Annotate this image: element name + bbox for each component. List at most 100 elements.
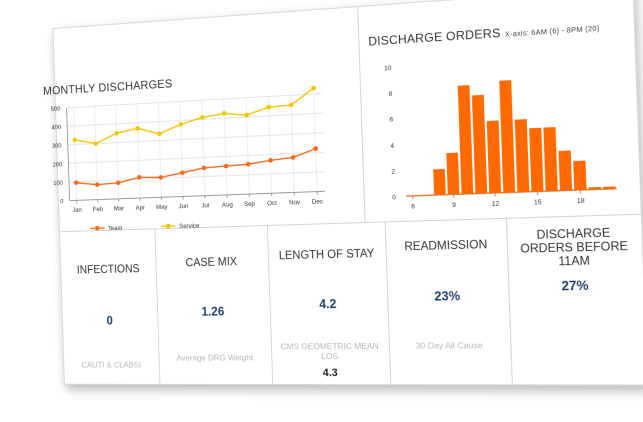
data-point-service [135, 125, 140, 131]
kpi-infections: INFECTIONS 0 CAUTI & CLABSI [60, 234, 159, 379]
data-point-service [72, 137, 77, 143]
kpi-case-mix-subtitle: Average DRG Weight [176, 352, 254, 363]
bar [446, 152, 460, 195]
x-tick-label: 18 [577, 197, 586, 205]
kpi-readmission-title: READMISSION [404, 238, 488, 254]
kpi-readmission-value: 23% [434, 288, 461, 304]
x-tick-label: 6 [411, 203, 415, 211]
kpi-readmission: READMISSION 23% 30 Day All Cause [385, 224, 512, 379]
x-tick-label: 15 [534, 199, 543, 207]
grid-line-v [137, 104, 140, 198]
y-tick-label: 300 [52, 143, 62, 150]
x-tick-label: Jun [178, 203, 188, 210]
grid-line-v [291, 95, 294, 192]
x-tick-label: Apr [136, 204, 145, 211]
data-point-team [290, 154, 296, 160]
monthly-discharges-chart: 0 100 200 300 400 500 Jan Feb Mar Apr May Jun Jul Aug… [51, 81, 334, 232]
data-point-team [201, 165, 207, 171]
bar [514, 119, 530, 193]
kpi-infections-title: INFECTIONS [76, 263, 140, 277]
series-line-service [73, 88, 315, 144]
kpi-infections-value: 0 [106, 313, 114, 328]
data-point-team [158, 174, 164, 180]
y-tick-label: 200 [53, 161, 63, 168]
data-point-team [268, 157, 273, 163]
legend-label: Team [108, 225, 123, 232]
x-tick-label: Feb [93, 206, 104, 213]
kpi-discharge-before-11am-title: DISCHARGE ORDERS BEFORE 11AM [520, 227, 629, 269]
kpi-length-of-stay-title: LENGTH OF STAY [278, 247, 375, 263]
legend-marker [95, 225, 100, 231]
data-point-team [180, 170, 185, 176]
bar [486, 120, 502, 194]
x-tick-label: 9 [452, 202, 457, 210]
x-tick-label: Jan [72, 207, 82, 214]
y-tick-label: 400 [51, 124, 61, 131]
y-tick-label: 500 [51, 106, 61, 113]
bar [543, 127, 558, 192]
grid-line-v [246, 98, 249, 194]
x-tick-label: 12 [492, 200, 500, 208]
y-tick-label: 8 [389, 91, 393, 99]
grid-line-h [69, 172, 324, 182]
x-tick-label: Aug [222, 201, 234, 208]
x-tick-label: Nov [289, 199, 301, 207]
y-tick-label: 2 [391, 168, 395, 176]
legend-label: Service [179, 222, 200, 230]
data-point-team [223, 163, 229, 169]
y-tick-label: 0 [392, 194, 396, 201]
kpi-discharge-before-11am-value: 27% [561, 278, 589, 294]
x-tick-label: Mar [114, 205, 124, 212]
grid-line-v [180, 101, 183, 196]
kpi-length-of-stay: LENGTH OF STAY 4.2 CMS GEOMETRIC MEAN LO… [267, 228, 390, 380]
data-point-service [288, 102, 294, 108]
bar [433, 168, 446, 196]
kpi-readmission-subtitle: 30 Day All Cause [415, 340, 483, 351]
bar [499, 80, 516, 194]
data-point-service [266, 104, 272, 110]
data-point-team [313, 146, 319, 152]
x-tick-label: Sep [244, 201, 256, 209]
x-axis [70, 191, 325, 200]
data-point-service [157, 131, 162, 137]
kpi-case-mix: CASE MIX 1.26 Average DRG Weight [155, 231, 273, 379]
x-tick-label: Jul [201, 202, 209, 209]
data-point-service [178, 121, 183, 127]
bar [457, 85, 474, 195]
y-axis [67, 108, 70, 201]
kpi-discharge-before-11am: DISCHARGE ORDERS BEFORE 11AM 27% [506, 220, 643, 379]
top-divider [357, 7, 366, 223]
grid-line-v [202, 100, 205, 195]
bar [471, 94, 488, 195]
legend-marker [165, 223, 171, 229]
x-tick-label: Dec [312, 198, 324, 206]
y-tick-label: 0 [60, 198, 64, 205]
y-tick-label: 6 [389, 116, 393, 124]
grid-line-v [158, 103, 161, 198]
kpi-length-of-stay-subtitle: CMS GEOMETRIC MEAN LOS [280, 340, 379, 362]
kpi-case-mix-title: CASE MIX [185, 256, 238, 270]
grid-line-v [268, 97, 271, 194]
y-tick-label: 4 [390, 142, 394, 150]
discharge-orders-subtitle: X-axis: 6AM (6) - 8PM (20) [504, 25, 600, 39]
y-tick-label: 10 [384, 65, 392, 73]
y-tick-label: 100 [53, 180, 63, 187]
data-point-service [114, 130, 119, 136]
bar [573, 160, 587, 191]
dashboard-card: MONTHLY DISCHARGES 0 100 200 300 400 500 Jan Fe… [43, 0, 643, 386]
bar [529, 127, 544, 193]
grid-line-v [314, 94, 317, 192]
grid-line-v [74, 107, 77, 200]
data-point-team [94, 182, 100, 188]
discharge-orders-title-text: DISCHARGE ORDERS [368, 25, 501, 49]
kpi-length-of-stay-extra: 4.3 [322, 367, 338, 380]
kpi-infections-subtitle: CAUTI & CLABSI [81, 359, 142, 370]
x-tick-label: Oct [267, 200, 277, 208]
data-point-team [245, 161, 251, 167]
data-point-team [115, 180, 121, 186]
discharge-orders-chart: 0 2 4 6 8 10 6 9 12 15 18 [384, 65, 626, 211]
data-point-service [221, 110, 227, 116]
data-point-service [93, 141, 98, 146]
kpi-length-of-stay-value: 4.2 [319, 297, 337, 312]
